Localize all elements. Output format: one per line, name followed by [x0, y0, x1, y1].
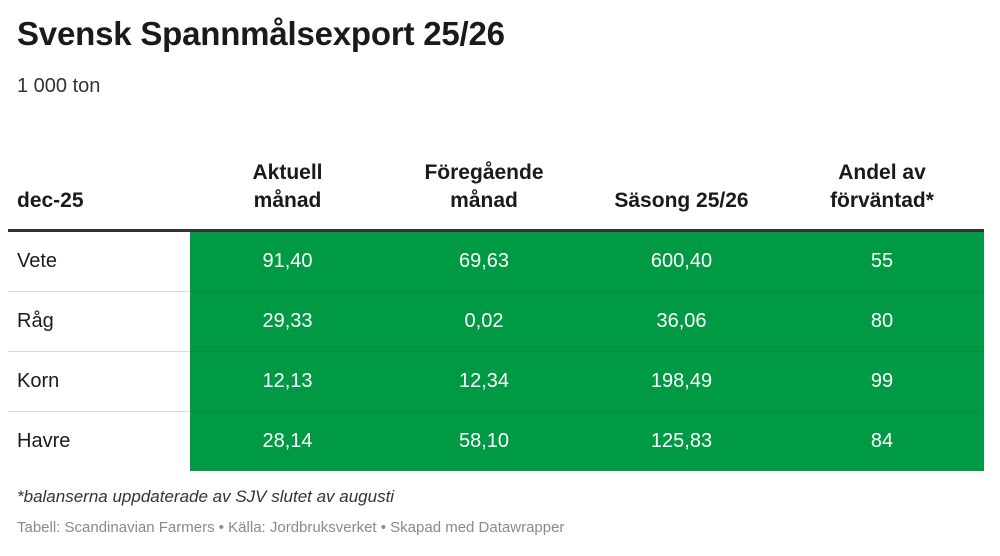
column-header-line: Aktuell — [252, 161, 323, 184]
column-header-line: Föregående — [424, 161, 544, 184]
chart-title: Svensk Spannmålsexport 25/26 — [17, 15, 505, 52]
table-cell: 80 — [780, 291, 984, 352]
chart-subtitle: 1 000 ton — [17, 75, 101, 97]
table-cell: 0,02 — [385, 291, 583, 352]
column-header-period: dec-25 — [8, 140, 190, 232]
column-header-line: Säsong 25/26 — [614, 189, 749, 212]
column-header-line: månad — [253, 189, 322, 212]
row-label: Havre — [8, 411, 190, 471]
table-cell: 12,13 — [190, 351, 385, 412]
table-cell: 125,83 — [583, 411, 780, 471]
table-row-korn: Korn 12,13 12,34 198,49 99 — [8, 351, 984, 412]
column-header-line: förväntad* — [830, 189, 934, 212]
source-credit: Tabell: Scandinavian Farmers • Källa: Jo… — [17, 519, 565, 536]
column-header-previous-month: Föregående månad — [385, 140, 583, 232]
table-cell: 198,49 — [583, 351, 780, 412]
table-cell: 91,40 — [190, 230, 385, 292]
footnote: *balanserna uppdaterade av SJV slutet av… — [17, 487, 395, 506]
table-cell: 69,63 — [385, 230, 583, 292]
table-cell: 99 — [780, 351, 984, 412]
column-header-current-month: Aktuell månad — [190, 140, 385, 232]
table-row-havre: Havre 28,14 58,10 125,83 84 — [8, 411, 984, 471]
table-cell: 58,10 — [385, 411, 583, 471]
data-table: dec-25 Aktuell månad Föregående månad Sä… — [8, 140, 984, 471]
row-label: Korn — [8, 351, 190, 412]
table-cell: 12,34 — [385, 351, 583, 412]
column-header-share-expected: Andel av förväntad* — [780, 140, 984, 232]
row-label: Vete — [8, 230, 190, 292]
column-header-line: dec-25 — [17, 189, 84, 212]
row-label: Råg — [8, 291, 190, 352]
table-cell: 29,33 — [190, 291, 385, 352]
column-header-line: Andel av — [838, 161, 926, 184]
table-cell: 28,14 — [190, 411, 385, 471]
table-cell: 600,40 — [583, 230, 780, 292]
table-cell: 36,06 — [583, 291, 780, 352]
table-cell: 55 — [780, 230, 984, 292]
table-row-vete: Vete 91,40 69,63 600,40 55 — [8, 230, 984, 292]
table-cell: 84 — [780, 411, 984, 471]
table-row-rag: Råg 29,33 0,02 36,06 80 — [8, 291, 984, 352]
header-row: dec-25 Aktuell månad Föregående månad Sä… — [8, 140, 984, 232]
column-header-line: månad — [450, 189, 518, 212]
column-header-season: Säsong 25/26 — [583, 140, 780, 232]
